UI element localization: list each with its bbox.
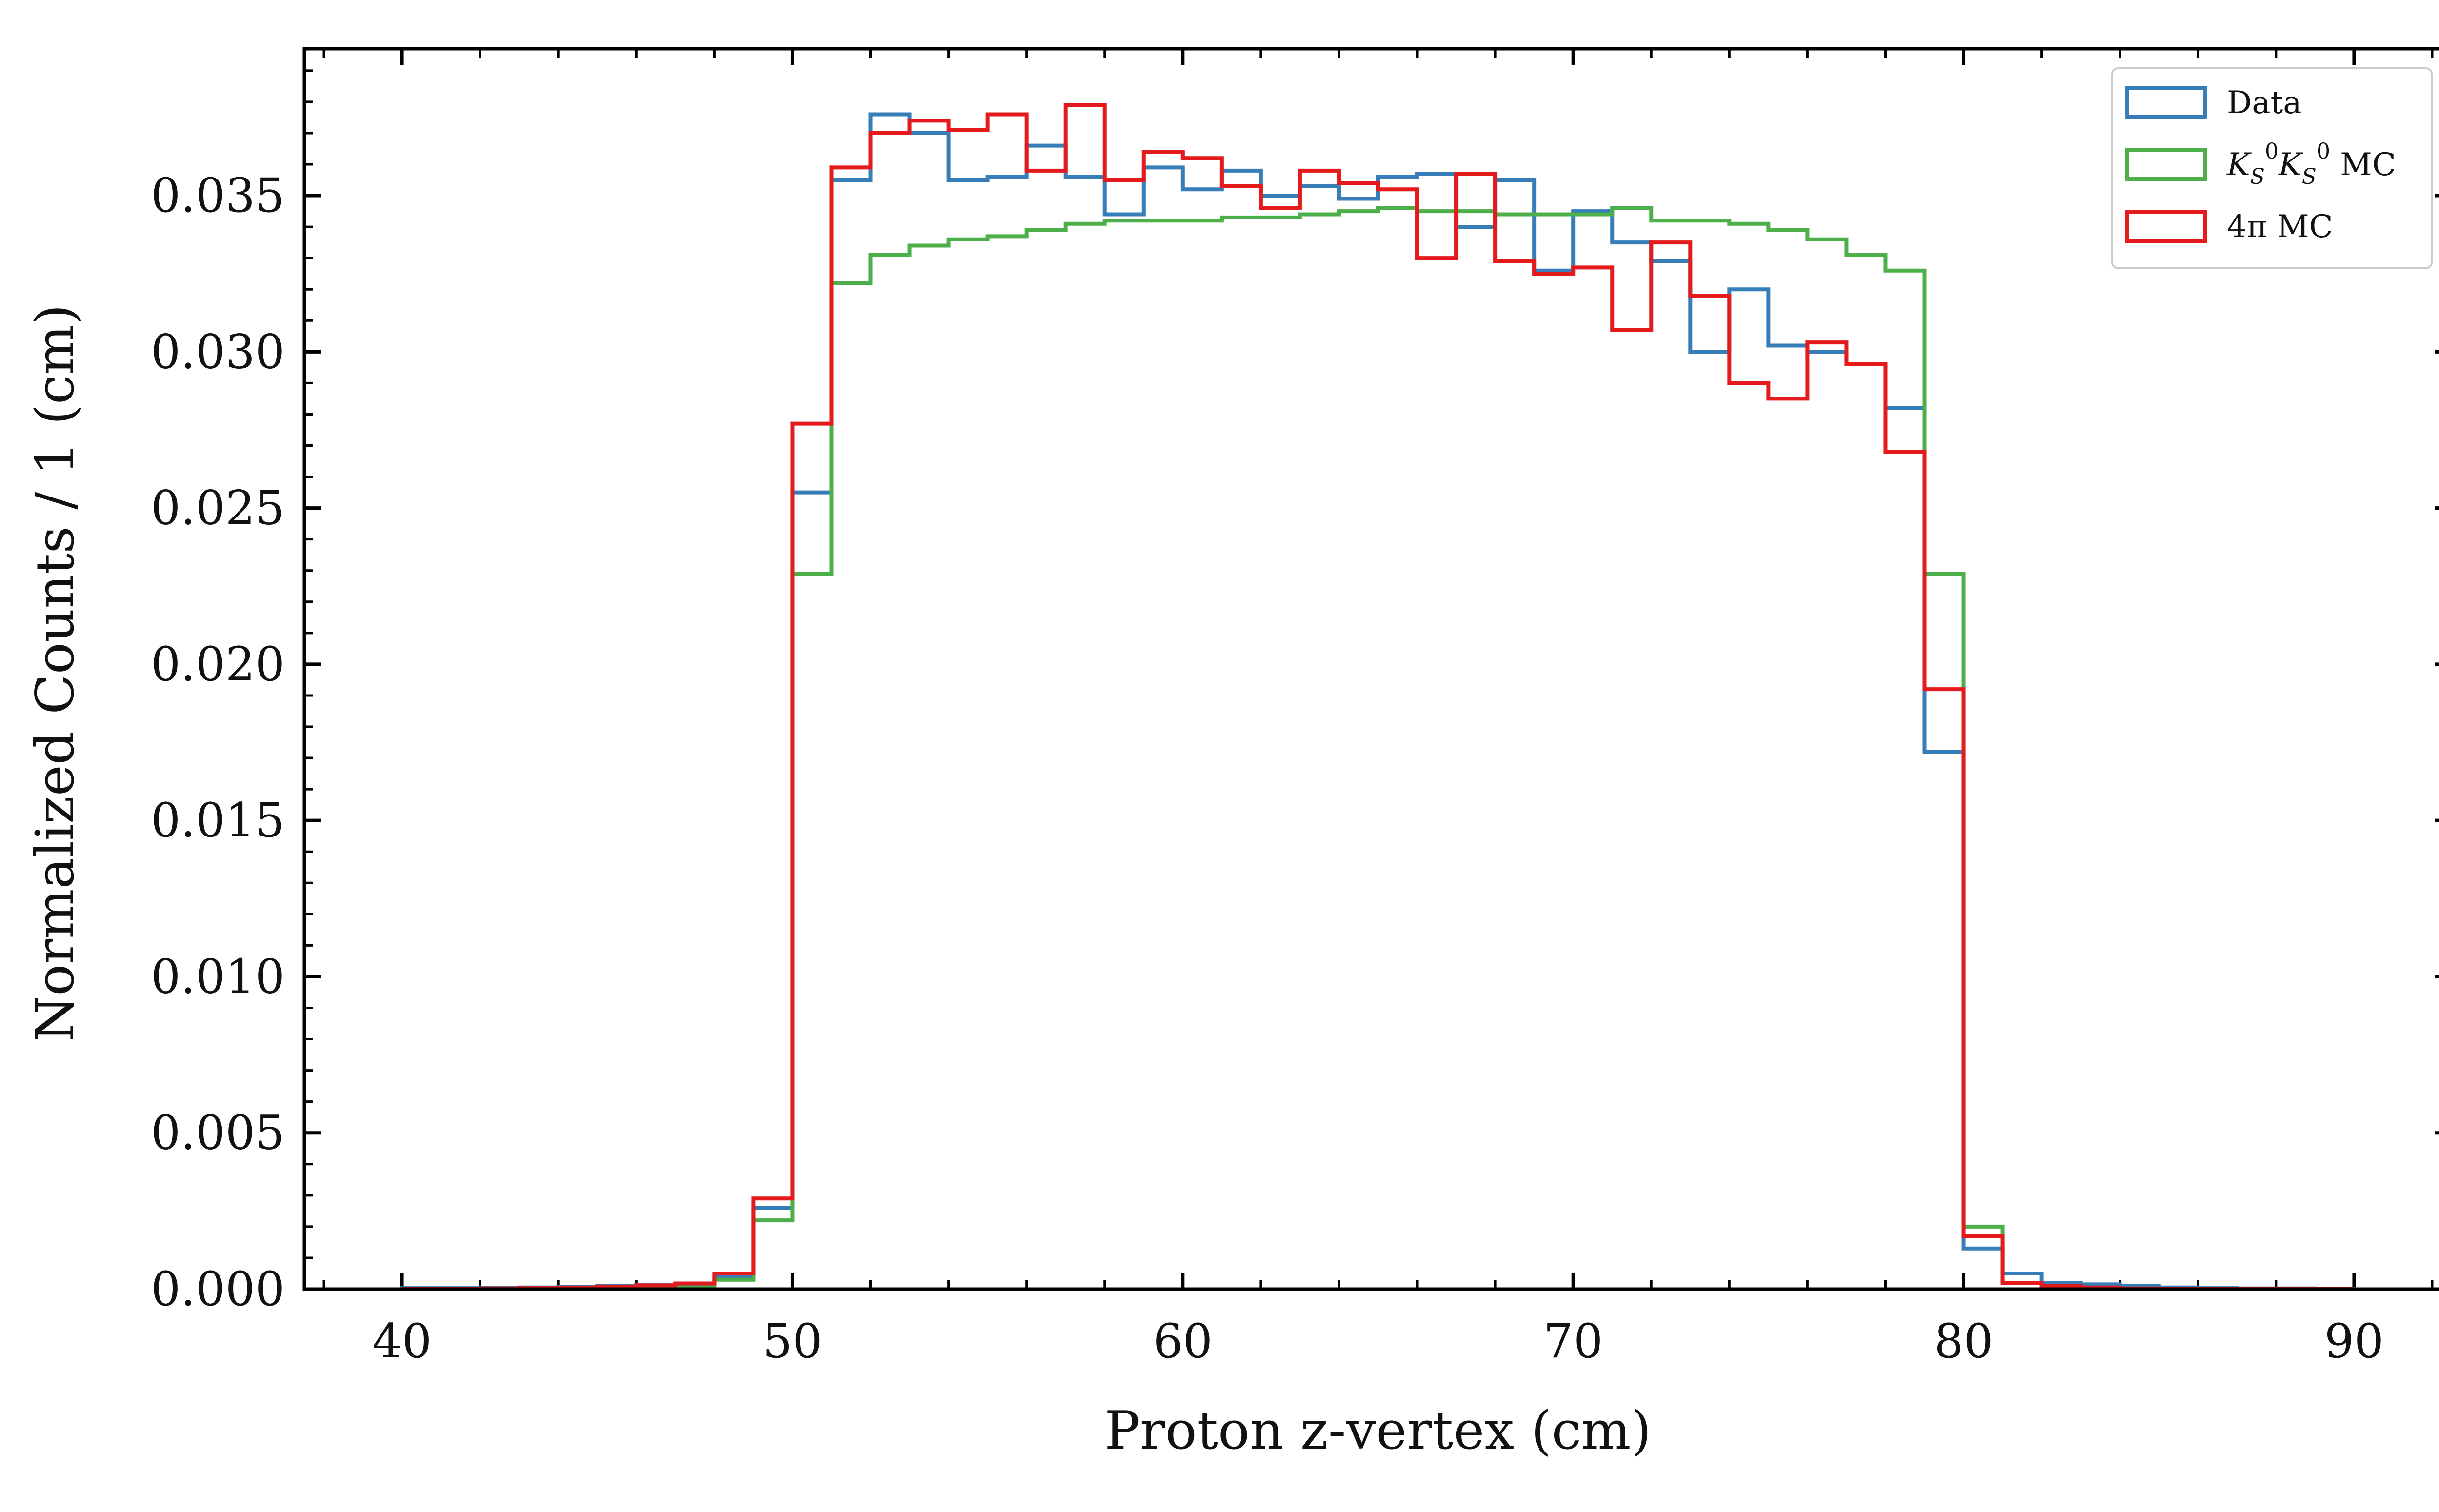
x-tick-label: 50 — [762, 1314, 822, 1369]
legend-swatch — [2125, 86, 2207, 119]
legend-swatch — [2125, 148, 2207, 181]
x-tick-label: 90 — [2324, 1314, 2384, 1369]
legend-label: 4π MC — [2227, 209, 2333, 245]
x-tick-label: 40 — [372, 1314, 432, 1369]
series-line-3 — [402, 103, 2354, 1291]
legend-label: Data — [2227, 85, 2301, 121]
legend-swatch — [2125, 210, 2207, 243]
y-axis-label: Normalized Counts / 1 (cm) — [25, 304, 86, 1042]
y-tick-label: 0.030 — [151, 324, 285, 379]
y-tick-label: 0.005 — [151, 1106, 285, 1160]
y-tick-label: 0.035 — [151, 168, 285, 223]
legend-label: KS0KS0 MC — [2226, 139, 2396, 189]
legend: Data KS0KS0 MC 4π MC — [2111, 67, 2433, 269]
y-tick-label: 0.020 — [151, 637, 285, 692]
y-tick-label: 0.025 — [151, 481, 285, 536]
y-tick-label: 0.010 — [151, 949, 285, 1004]
y-tick-label: 0.015 — [151, 793, 285, 848]
x-tick-label: 80 — [1934, 1314, 1993, 1369]
x-tick-label: 60 — [1153, 1314, 1213, 1369]
y-tick-label: 0.000 — [151, 1262, 285, 1316]
plot-frame — [302, 47, 2439, 1291]
data-series — [400, 103, 2356, 1291]
x-axis-label: Proton z-vertex (cm) — [1104, 1400, 1651, 1461]
x-tick-label: 70 — [1543, 1314, 1603, 1369]
tick-labels: 40 50 60 70 80 90 0.000 0.005 0.010 0.015 0.020 0.0… — [151, 168, 2384, 1369]
